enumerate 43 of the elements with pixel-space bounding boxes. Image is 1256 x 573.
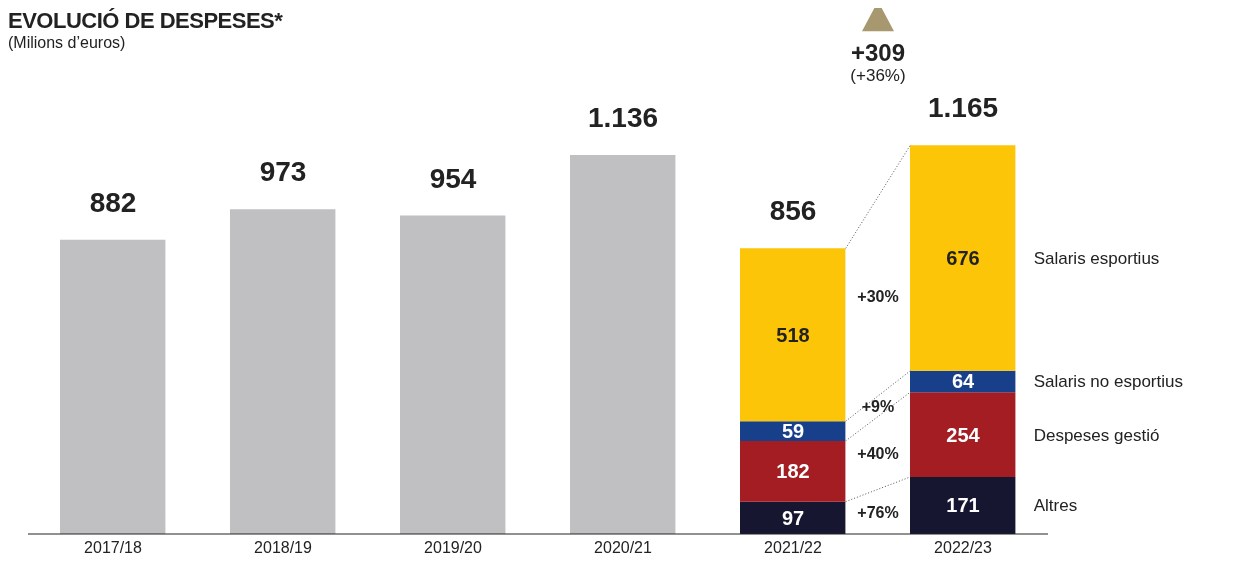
data-label: 254 — [946, 423, 981, 446]
annotation: +9% — [861, 398, 895, 416]
series-label: Salaris no esportius — [1033, 372, 1184, 392]
total-label: 1.165 — [927, 92, 999, 124]
data-label: 676 — [946, 247, 980, 269]
x-tick-label: 2018/19 — [254, 539, 313, 557]
bar — [740, 501, 846, 534]
bar — [230, 209, 336, 534]
bar — [910, 392, 1016, 477]
total-label: 856 — [769, 195, 817, 227]
annotation: +30% — [857, 288, 899, 306]
annotation: +76% — [857, 503, 899, 521]
total-label: 973 — [259, 156, 307, 188]
data-label: 97 — [781, 506, 805, 529]
x-tick-label: 2017/18 — [84, 539, 143, 557]
bar — [740, 440, 846, 502]
bar — [910, 145, 1016, 371]
x-tick-label: 2019/20 — [424, 539, 483, 557]
data-label: 171 — [946, 494, 980, 517]
x-tick-label: 2021/22 — [764, 539, 823, 557]
annotation: +40% — [857, 444, 899, 462]
data-label: 64 — [951, 370, 975, 393]
series-label: Despeses gestió — [1033, 425, 1160, 445]
text: (+36%) — [850, 66, 906, 86]
total-label: 1.136 — [587, 101, 659, 133]
bar — [740, 248, 846, 422]
total-label: 954 — [429, 162, 477, 194]
text: +309 — [850, 39, 906, 67]
x-tick-label: 2022/23 — [934, 539, 993, 557]
series-label: Salaris esportius — [1033, 249, 1160, 268]
bar — [570, 154, 676, 534]
bar — [60, 239, 166, 534]
chart-subtitle: (Milions d’euros) — [8, 34, 127, 52]
chart-title: EVOLUCIÓ DE DESPESES* — [8, 8, 283, 34]
bar — [740, 421, 846, 441]
series-label: Altres — [1033, 496, 1078, 516]
bar — [910, 476, 1016, 534]
total-label: 882 — [89, 186, 137, 218]
bar — [400, 215, 506, 534]
x-tick-label: 2020/21 — [594, 539, 653, 557]
data-label: 518 — [776, 323, 810, 346]
data-label: 59 — [781, 420, 805, 443]
data-label: 182 — [776, 460, 810, 483]
